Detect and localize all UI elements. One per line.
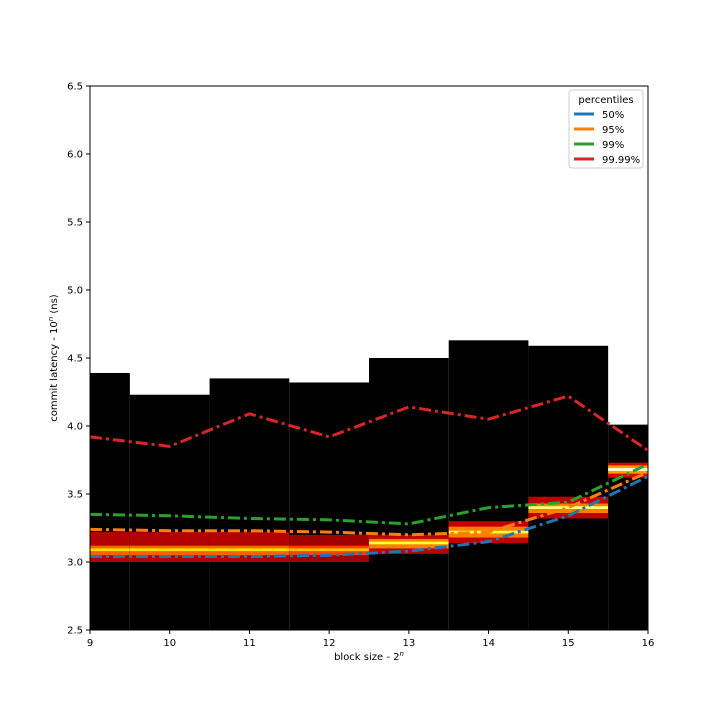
y-axis-label-base: commit latency - 10 [49, 321, 60, 421]
x-tick-label: 15 [562, 638, 575, 649]
histogram-column [369, 358, 449, 630]
x-tick-label: 11 [243, 638, 256, 649]
y-tick-label: 5.0 [67, 286, 83, 297]
y-tick-label: 4.5 [67, 354, 83, 365]
y-tick-label: 3.5 [67, 490, 83, 501]
y-tick-label: 6.5 [67, 82, 83, 93]
legend-items: 50% 95% 99% 99.99% [574, 110, 640, 166]
series-line-99-99 [89, 394, 649, 452]
x-tick-label: 14 [482, 638, 495, 649]
series-line-50 [90, 474, 649, 559]
y-axis-label-sup: n [47, 317, 55, 321]
y-tick-label: 6.0 [67, 150, 83, 161]
legend-label: 50% [602, 110, 624, 121]
histogram-column [209, 378, 290, 630]
series-line-95 [89, 470, 649, 537]
legend-label: 99.99% [602, 155, 640, 166]
histogram-density-band [528, 506, 609, 509]
y-axis-label: commit latency - 10n (ns) [47, 294, 60, 421]
x-tick-label: 16 [642, 638, 655, 649]
x-tick-label: 9 [87, 638, 93, 649]
y-tick-label: 2.5 [67, 626, 83, 637]
legend-label: 95% [602, 125, 624, 136]
legend-box [568, 89, 644, 169]
histogram-column [129, 394, 210, 630]
x-tick-label: 13 [402, 638, 415, 649]
histogram-density-band [129, 548, 210, 552]
histogram-column [608, 424, 648, 630]
x-tick-label: 10 [163, 638, 176, 649]
legend: percentiles 50% 95% 99% 99.99% [568, 89, 644, 169]
y-ticks: 2.5 3.0 3.5 4.0 4.5 5.0 5.5 6.0 6.5 [67, 82, 90, 637]
y-tick-label: 3.0 [67, 558, 83, 569]
histogram-density-band [289, 548, 369, 552]
histogram-density-band [209, 548, 290, 552]
legend-label: 99% [602, 140, 624, 151]
histogram-density-band [608, 468, 648, 471]
series-line-99 [89, 462, 649, 526]
series-lines [89, 394, 649, 559]
histogram-density-band [369, 541, 449, 545]
y-tick-label: 5.5 [67, 218, 83, 229]
x-axis-label-sup: n [400, 650, 404, 658]
x-tick-label: 12 [323, 638, 336, 649]
histogram-column [289, 382, 369, 630]
y-tick-label: 4.0 [67, 422, 83, 433]
histogram-column [90, 372, 130, 630]
plot-area [90, 340, 648, 630]
y-axis-label-suffix: (ns) [49, 294, 60, 317]
legend-title: percentiles [578, 95, 633, 106]
x-ticks: 9 10 11 12 13 14 15 16 [87, 630, 655, 649]
x-axis-label: block size - 2n [334, 650, 404, 663]
histogram-density-band [90, 548, 130, 552]
histogram-column [448, 340, 529, 630]
x-axis-label-base: block size - 2 [334, 652, 399, 663]
